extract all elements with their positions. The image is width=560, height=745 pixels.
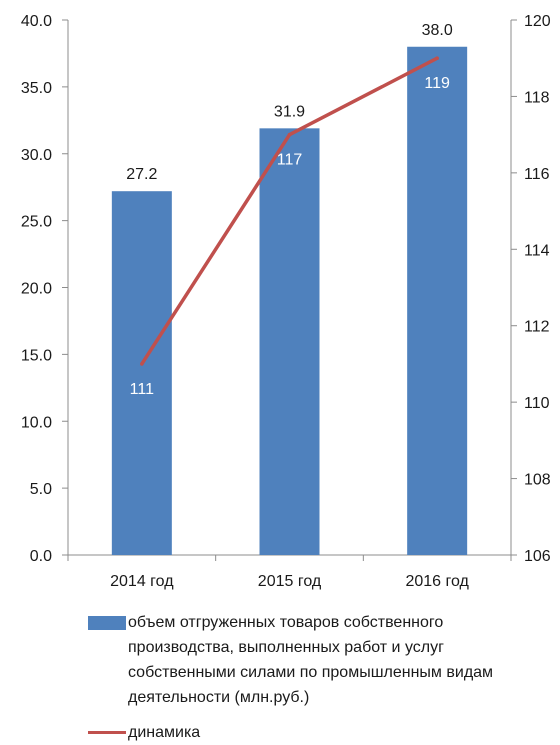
right-y-axis: 106 108 110 112 114 116 118 120 [510,13,551,565]
x-axis: 2014 год 2015 год 2016 год [67,554,512,590]
left-tick-label: 35.0 [21,80,52,97]
line-point [287,132,292,137]
left-tick-label: 40.0 [21,13,52,30]
left-tick-label: 5.0 [30,481,52,498]
left-tick-label: 0.0 [30,548,52,565]
x-tick-label: 2015 год [258,573,322,590]
right-tick-label: 106 [524,548,551,565]
data-labels: 27.2 31.9 38.0 111 117 119 [126,22,453,398]
line-value-label: 119 [424,75,450,92]
left-tick-label: 20.0 [21,281,52,298]
legend-label-bar: объем отгруженных товаров собственного п… [128,614,494,706]
bar-value-label: 27.2 [126,166,157,183]
line-point [435,56,439,61]
line-point [140,362,144,366]
left-y-axis: 0.0 5.0 10.0 15.0 20.0 25.0 30.0 35.0 40.0 [21,13,69,565]
right-tick-label: 116 [524,166,550,183]
bar [111,191,172,555]
right-tick-label: 120 [524,13,551,30]
line-value-label: 111 [130,381,154,398]
combo-chart: 0.05.010.015.020.025.030.035.040.0 10610… [21,13,551,590]
legend-swatch-line [88,731,126,734]
line-series [140,56,439,366]
x-tick-label: 2014 год [110,573,174,590]
bar-series [111,46,468,555]
bar-value-label: 31.9 [274,103,305,120]
x-tick-label: 2016 год [405,573,469,590]
line-value-label: 117 [277,152,303,169]
right-tick-label: 114 [524,242,550,259]
legend-item-line: динамика [88,720,548,745]
left-tick-label: 25.0 [21,214,52,231]
legend-swatch-bar [88,616,126,630]
bar [259,128,320,555]
left-tick-label: 15.0 [21,347,52,364]
left-tick-label: 30.0 [21,147,52,164]
right-tick-label: 112 [524,319,550,336]
bar-value-label: 38.0 [422,22,453,39]
right-tick-label: 110 [524,395,550,412]
legend-item-bar: объем отгруженных товаров собственного п… [88,610,548,710]
bar [407,46,468,555]
left-tick-label: 10.0 [21,414,52,431]
legend-label-line: динамика [128,724,201,741]
right-tick-label: 108 [524,472,551,489]
legend: объем отгруженных товаров собственного п… [88,610,548,745]
right-tick-label: 118 [524,89,550,106]
